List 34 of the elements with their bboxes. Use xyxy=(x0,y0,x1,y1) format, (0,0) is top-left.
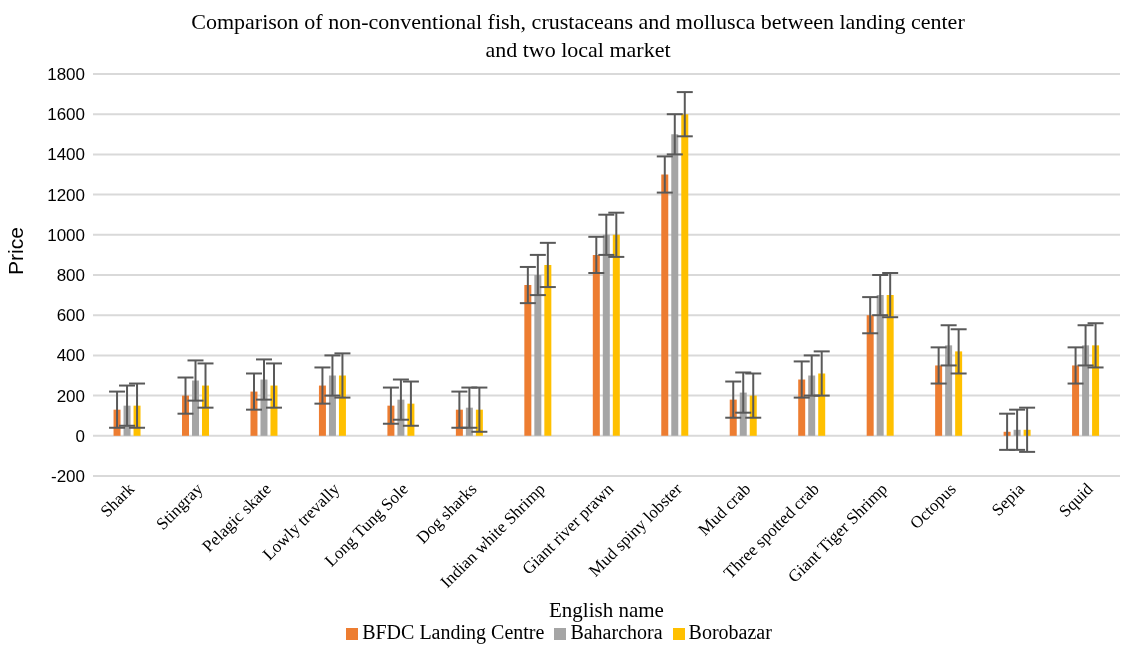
bar xyxy=(1072,365,1080,436)
y-tick-label: 200 xyxy=(56,386,85,406)
bar xyxy=(866,315,874,436)
x-axis-title: English name xyxy=(549,598,664,622)
bar xyxy=(876,295,884,436)
y-tick-label: 800 xyxy=(56,266,85,286)
bar xyxy=(681,114,689,436)
bar xyxy=(1082,345,1090,436)
y-axis-title: Price xyxy=(4,227,28,275)
bar xyxy=(602,234,610,436)
y-tick-label: 1200 xyxy=(47,185,85,205)
y-tick-label: 400 xyxy=(56,346,85,366)
y-tick-label: -200 xyxy=(50,467,85,487)
legend-label: Baharchora xyxy=(570,621,663,643)
bar xyxy=(544,264,552,436)
chart-title: Comparison of non-conventional fish, crustaceans and mollusca between landing center and two local market xyxy=(190,8,966,64)
bar xyxy=(524,285,532,436)
y-tick-label: 1600 xyxy=(47,105,85,125)
y-tick-label: 1400 xyxy=(47,145,85,165)
bar xyxy=(592,254,600,436)
legend-label: BFDC Landing Centre xyxy=(362,621,545,643)
y-tick-label: 600 xyxy=(56,306,85,326)
legend-label: Borobazar xyxy=(688,621,772,643)
bar xyxy=(886,295,894,436)
y-tick-label: 1800 xyxy=(47,65,85,85)
bar xyxy=(935,365,943,436)
y-tick-label: 0 xyxy=(75,426,85,446)
bar xyxy=(671,134,679,436)
bar xyxy=(945,345,953,436)
bar xyxy=(534,275,542,436)
bar xyxy=(661,174,669,436)
bar xyxy=(612,234,620,436)
bar xyxy=(1092,345,1100,436)
y-tick-label: 1000 xyxy=(47,225,85,245)
